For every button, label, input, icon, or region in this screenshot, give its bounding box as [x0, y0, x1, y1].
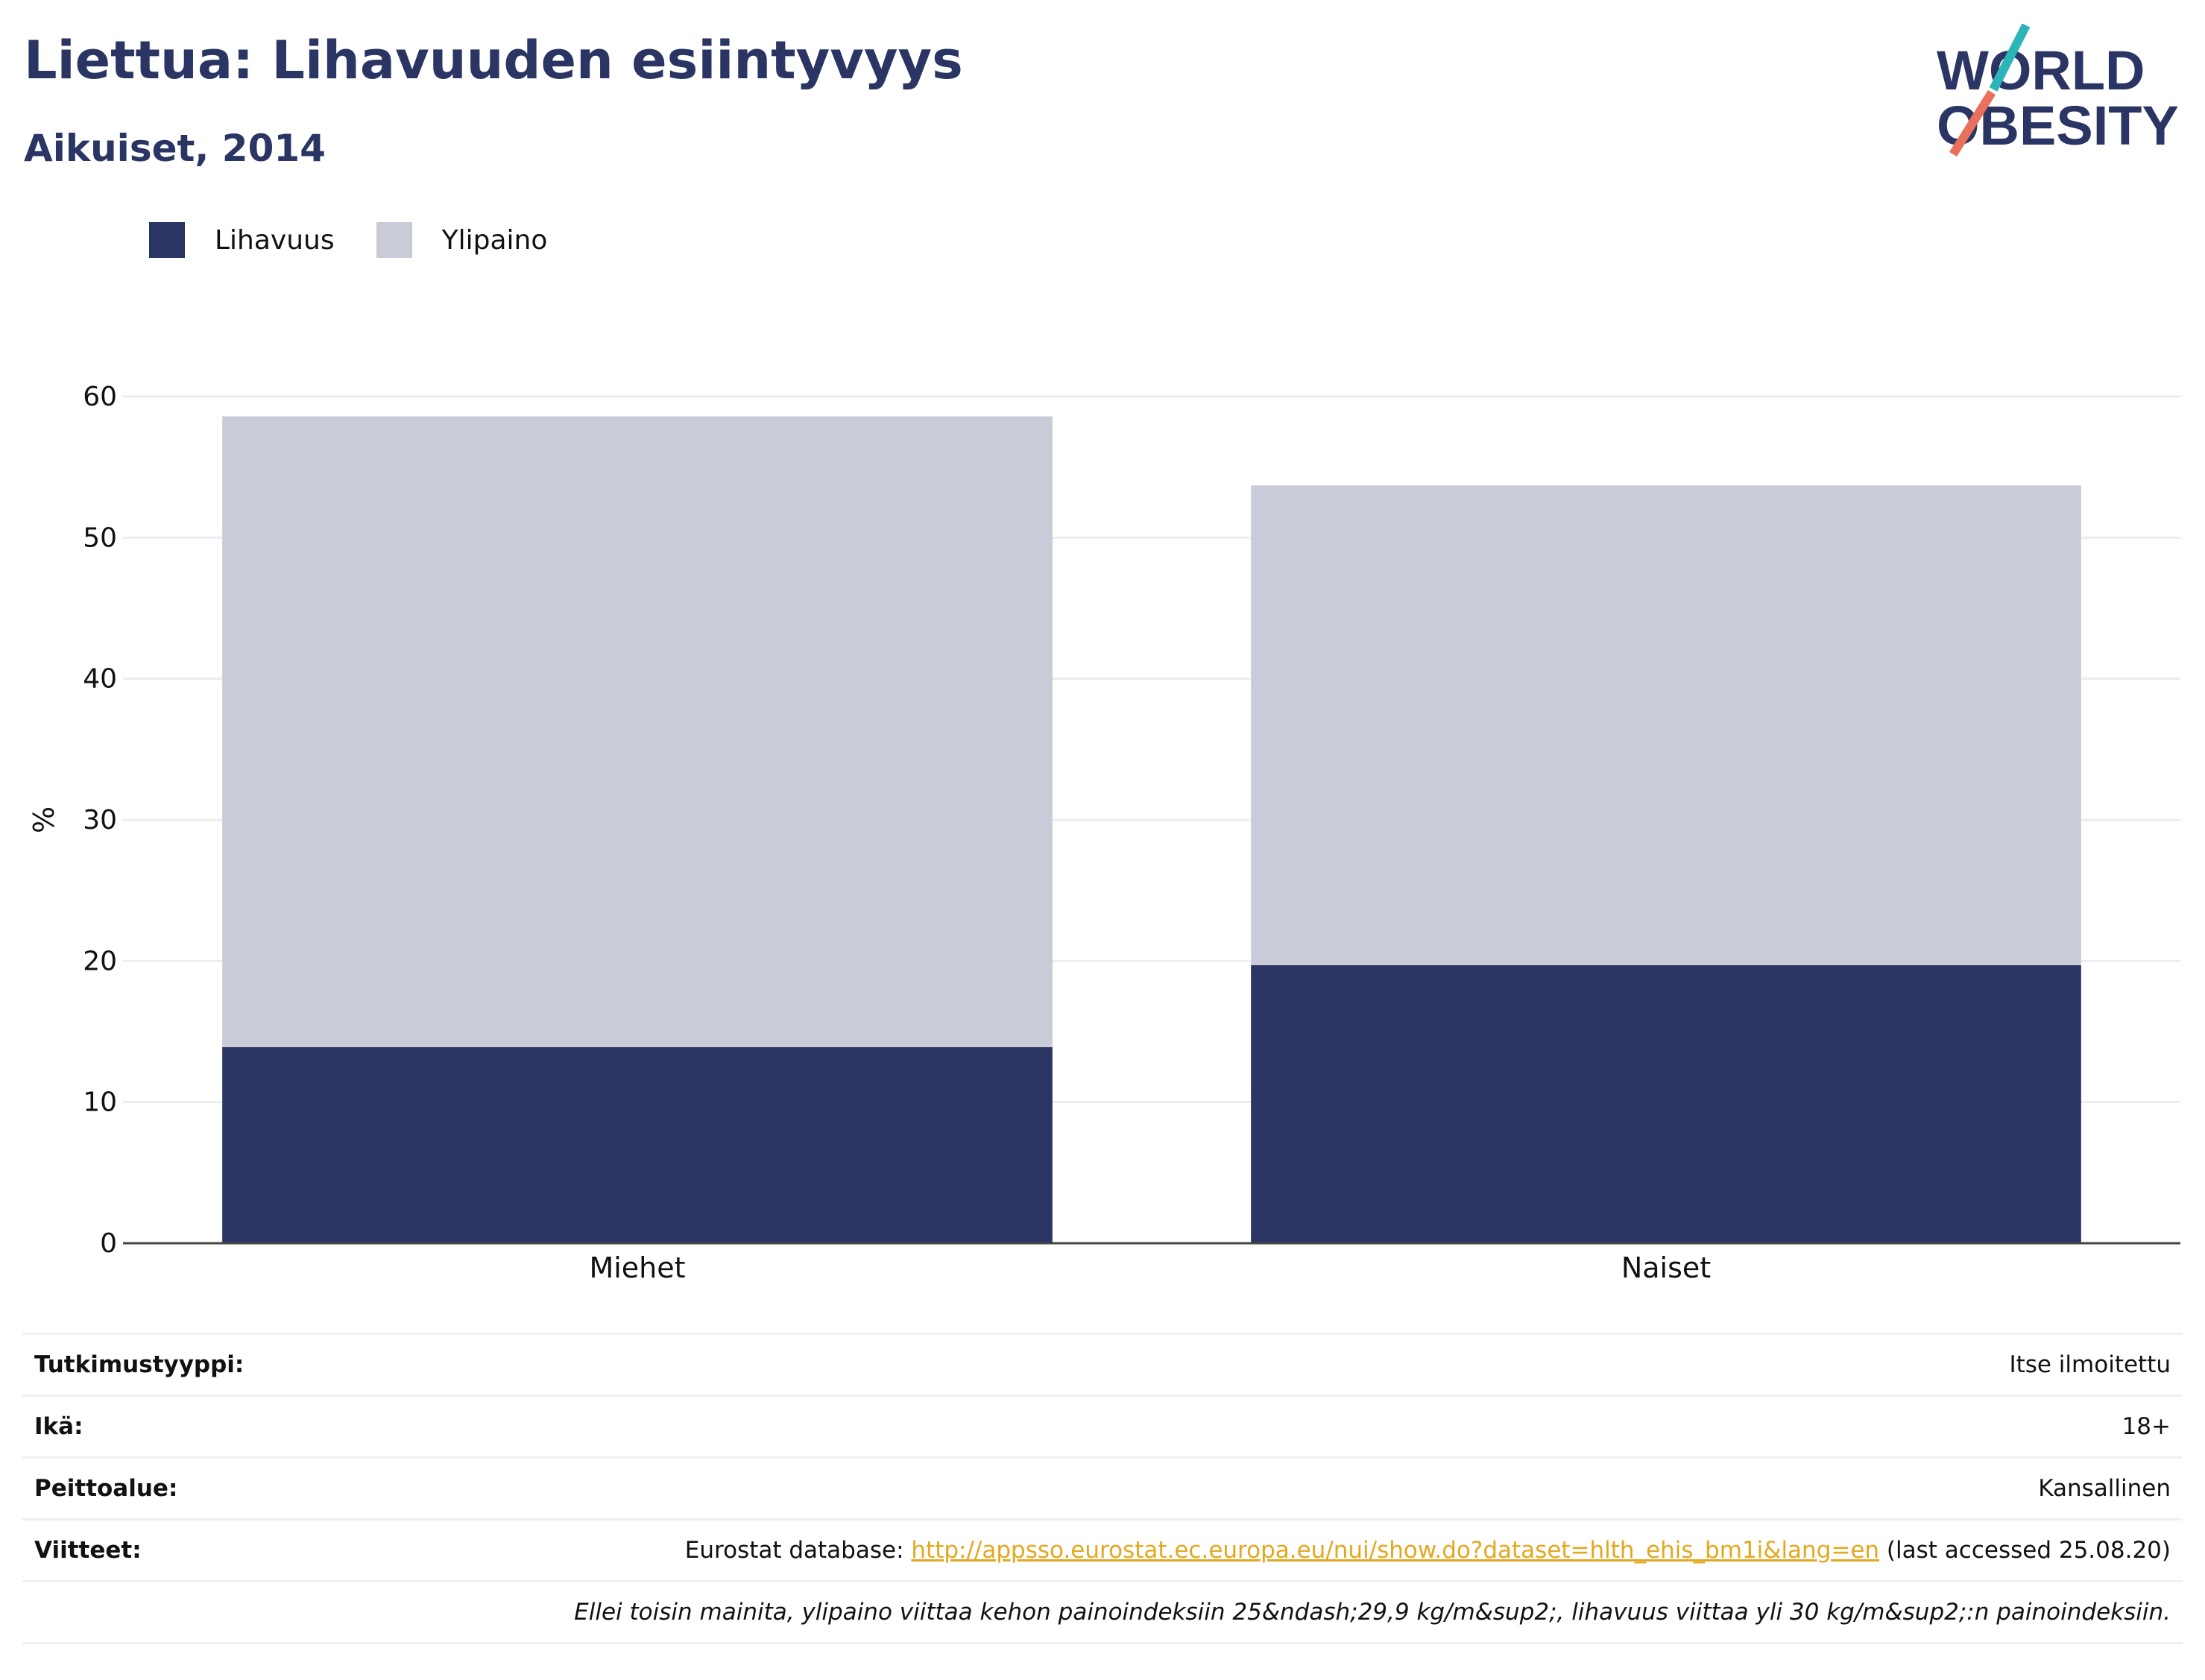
legend-label-obesity: Lihavuus	[215, 224, 335, 256]
info-value: Eurostat database: http://appsso.eurosta…	[685, 1537, 2183, 1564]
legend-swatch-obesity	[149, 222, 185, 258]
logo-slash-coral	[1949, 89, 1996, 157]
logo-slash-teal	[1989, 24, 2031, 92]
reference-prefix: Eurostat database:	[684, 1537, 912, 1564]
legend-swatch-overweight	[376, 222, 412, 258]
info-row-study-type: Tutkimustyyppi: Itse ilmoitettu	[22, 1333, 2183, 1395]
y-tick-label: 30	[83, 805, 117, 836]
info-key: Viitteet:	[34, 1537, 142, 1564]
y-tick-label: 10	[83, 1087, 117, 1118]
x-tick-label: Naiset	[1621, 1251, 1711, 1284]
reference-link[interactable]: http://appsso.eurostat.ec.europa.eu/nui/…	[911, 1537, 1880, 1564]
y-tick-label: 20	[83, 946, 117, 976]
info-key: Ikä:	[34, 1413, 83, 1440]
reference-suffix: (last accessed 25.08.20)	[1879, 1537, 2171, 1564]
info-value: Kansallinen	[2038, 1475, 2171, 1502]
info-row-coverage: Peittoalue: Kansallinen	[22, 1456, 2183, 1518]
legend-item-obesity[interactable]: Lihavuus	[149, 222, 335, 258]
info-row-references: Viitteet: Eurostat database: http://apps…	[22, 1518, 2183, 1580]
definition-note: Ellei toisin mainita, ylipaino viittaa k…	[574, 1599, 2171, 1626]
bar-obesity-miehet	[222, 1046, 1053, 1243]
y-tick-label: 60	[83, 382, 117, 412]
logo-line2: OBESITY	[1937, 95, 2179, 157]
bar-overweight-naiset	[1251, 485, 2081, 966]
legend-label-overweight: Ylipaino	[441, 224, 548, 256]
y-tick-label: 50	[83, 522, 117, 553]
x-tick-label: Miehet	[589, 1251, 685, 1284]
info-row-age: Ikä: 18+	[22, 1395, 2183, 1456]
legend-item-overweight[interactable]: Ylipaino	[376, 222, 548, 258]
world-obesity-logo: WORLD OBESITY	[1937, 24, 2179, 157]
logo-line1: WORLD	[1937, 40, 2145, 101]
info-key: Tutkimustyyppi:	[34, 1351, 245, 1378]
chart-subtitle: Aikuiset, 2014	[24, 127, 326, 170]
chart-title: Liettua: Lihavuuden esiintyvyys	[24, 30, 963, 91]
info-key: Peittoalue:	[34, 1475, 178, 1502]
y-axis-label: %	[28, 806, 60, 833]
info-value: 18+	[2122, 1413, 2171, 1440]
info-value: Itse ilmoitettu	[2009, 1351, 2171, 1378]
info-table: Tutkimustyyppi: Itse ilmoitettu Ikä: 18+…	[22, 1333, 2183, 1644]
y-tick-label: 0	[100, 1228, 117, 1259]
bar-chart: 0 10 20 30 40 50 60% Miehet Naiset	[28, 382, 2180, 1284]
bar-overweight-miehet	[222, 416, 1053, 1047]
info-row-note: Ellei toisin mainita, ylipaino viittaa k…	[22, 1580, 2183, 1644]
y-tick-label: 40	[83, 664, 117, 695]
chart-legend: Lihavuus Ylipaino	[149, 222, 589, 258]
bar-obesity-naiset	[1251, 965, 2081, 1243]
